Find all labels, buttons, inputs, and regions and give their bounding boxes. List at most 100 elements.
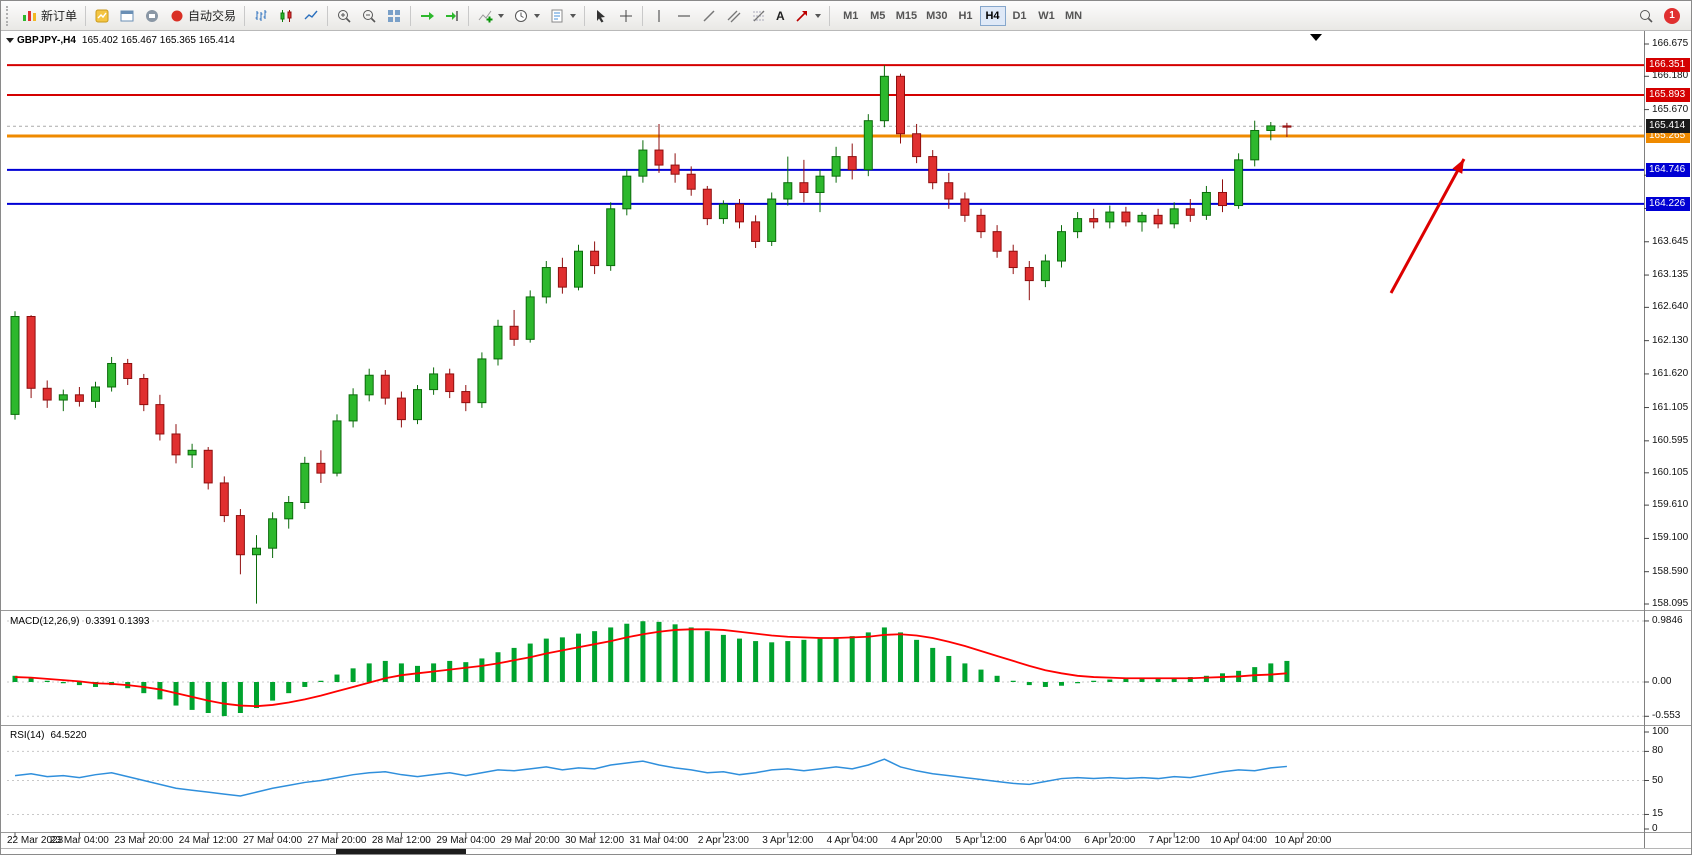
candle-down <box>686 173 696 190</box>
line-chart-button[interactable] <box>299 4 323 28</box>
autotrade-button[interactable]: 自动交易 <box>165 4 240 28</box>
toolbar-separator <box>410 5 412 26</box>
candle-up <box>477 358 487 404</box>
candle-down <box>944 182 954 200</box>
timeframe-h4[interactable]: H4 <box>979 5 1006 26</box>
macd-indicator-label: MACD(12,26,9) 0.3391 0.1393 <box>10 616 149 627</box>
candle-down <box>235 515 245 556</box>
candle-down <box>751 221 761 242</box>
fibonacci-tool-button[interactable] <box>747 4 771 28</box>
timeframe-d1[interactable]: D1 <box>1007 6 1033 26</box>
text-tool-label: A <box>776 8 785 23</box>
candle-up <box>1105 211 1115 223</box>
candle-down <box>896 75 905 135</box>
zoom-in-icon <box>338 9 351 23</box>
horizontal-line-tool-button[interactable] <box>672 4 696 28</box>
vertical-line-tool-button[interactable] <box>647 4 671 28</box>
macd-histogram-bar <box>592 631 598 682</box>
timeframe-m1[interactable]: M1 <box>838 6 864 26</box>
candle-up <box>606 208 616 267</box>
macd-histogram-bar <box>962 663 968 682</box>
search-icon <box>1640 9 1653 23</box>
macd-histogram-bar <box>849 636 855 682</box>
candle-down <box>847 156 857 171</box>
macd-histogram-bar <box>479 658 485 682</box>
market-watch-button[interactable] <box>90 4 114 28</box>
terminal-icon <box>146 9 159 22</box>
channel-tool-button[interactable] <box>722 4 746 28</box>
candle-up <box>879 75 889 122</box>
macd-histogram-bar <box>270 682 276 701</box>
timeframe-m5[interactable]: M5 <box>865 6 891 26</box>
arrow-tools-button[interactable] <box>790 4 825 28</box>
candle-down <box>155 404 165 435</box>
timeframe-h1[interactable]: H1 <box>953 6 979 26</box>
timeframe-w1[interactable]: W1 <box>1034 6 1060 26</box>
macd-histogram-bar <box>1107 679 1113 682</box>
clock-icon <box>515 9 528 22</box>
candle-up <box>10 315 20 415</box>
macd-histogram-bar <box>28 678 34 682</box>
timeframe-m15[interactable]: M15 <box>892 6 921 26</box>
notification-badge[interactable]: 1 <box>1664 7 1680 24</box>
candle-down <box>203 449 213 484</box>
cursor-button[interactable] <box>589 4 613 28</box>
h-scrollbar-thumb[interactable] <box>336 849 466 854</box>
macd-histogram-bar <box>1284 660 1290 682</box>
zoom-in-button[interactable] <box>332 4 356 28</box>
periods-button[interactable] <box>509 4 544 28</box>
chart-region[interactable] <box>1 31 1691 854</box>
toolbar-grip[interactable] <box>6 5 13 26</box>
tile-windows-button[interactable] <box>382 4 406 28</box>
templates-button[interactable] <box>545 4 580 28</box>
crosshair-button[interactable] <box>614 4 638 28</box>
macd-histogram-bar <box>221 682 227 717</box>
macd-histogram-bar <box>543 638 549 682</box>
macd-histogram-bar <box>302 682 308 687</box>
candle-up <box>1169 208 1179 225</box>
bar-chart-button[interactable] <box>249 4 273 28</box>
timeframe-m30[interactable]: M30 <box>922 6 951 26</box>
terminal-button[interactable] <box>140 4 164 28</box>
one-click-trading-toggle-icon[interactable] <box>6 38 14 43</box>
macd-histogram-bar <box>737 638 742 682</box>
candle-down <box>1024 267 1034 282</box>
chart-shift-button[interactable] <box>440 4 464 28</box>
macd-histogram-bar <box>495 652 501 682</box>
candle-up <box>268 518 278 549</box>
macd-histogram-bar <box>672 624 678 682</box>
macd-histogram-bar <box>1123 678 1129 682</box>
candlestick-chart-button[interactable] <box>274 4 298 28</box>
new-order-button[interactable]: 新订单 <box>18 4 81 28</box>
rsi-line <box>14 758 1287 797</box>
candlestick-chart-icon <box>280 9 292 22</box>
chevron-down-icon <box>814 13 821 18</box>
auto-scroll-button[interactable] <box>415 4 439 28</box>
text-tool-button[interactable]: A <box>772 4 789 28</box>
candle-down <box>1282 125 1292 128</box>
zoom-out-button[interactable] <box>357 4 381 28</box>
candle-up <box>815 175 825 193</box>
candle-up <box>1266 125 1276 131</box>
candle-down <box>139 377 149 406</box>
timeframe-mn[interactable]: MN <box>1061 6 1087 26</box>
chart-shift-marker[interactable] <box>1310 34 1322 41</box>
macd-histogram-bar <box>44 680 50 682</box>
trendline-tool-button[interactable] <box>697 4 721 28</box>
search-button[interactable] <box>1634 4 1658 28</box>
candle-down <box>1008 250 1018 269</box>
template-icon <box>551 9 563 22</box>
candle-up <box>348 394 358 422</box>
macd-histogram-bar <box>769 642 775 682</box>
candle-up <box>863 120 873 171</box>
arrow-annotation[interactable] <box>1389 158 1466 294</box>
rsi-indicator-label: RSI(14) 64.5220 <box>10 730 87 741</box>
ohlc-values: 165.402 165.467 165.365 165.414 <box>81 35 235 46</box>
line-chart-icon <box>304 10 318 19</box>
data-window-button[interactable] <box>115 4 139 28</box>
candle-down <box>702 188 712 220</box>
notification-count: 1 <box>1669 10 1675 21</box>
candle-down <box>735 203 744 223</box>
indicators-button[interactable] <box>473 4 508 28</box>
